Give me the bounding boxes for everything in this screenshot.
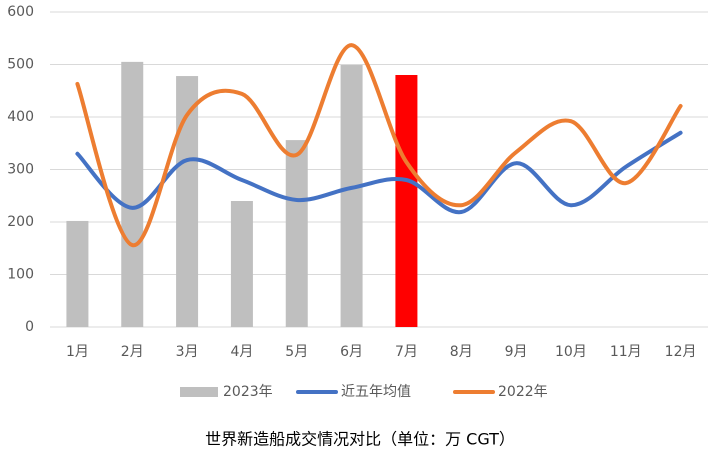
x-tick-label: 1月	[66, 344, 89, 360]
x-tick-label: 10月	[555, 344, 587, 360]
line	[75, 130, 683, 215]
x-tick-label: 8月	[450, 344, 473, 360]
x-tick-label: 2月	[121, 344, 144, 360]
bar	[66, 220, 89, 327]
chart-title: 世界新造船成交情况对比（单位：万 CGT）	[205, 430, 515, 449]
x-tick-label: 5月	[285, 344, 308, 360]
bar	[230, 201, 253, 327]
x-tick-label: 7月	[395, 344, 418, 360]
bar	[340, 65, 363, 328]
y-tick-label: 600	[7, 4, 34, 20]
y-tick-label: 300	[7, 162, 34, 178]
legend-label: 2023年	[223, 384, 273, 400]
bar	[395, 75, 418, 327]
y-tick-label: 400	[7, 109, 34, 125]
y-tick-label: 0	[25, 319, 34, 335]
y-tick-label: 100	[7, 267, 34, 283]
bar	[285, 140, 308, 327]
bar	[176, 76, 199, 327]
legend-swatch	[180, 387, 218, 397]
legend-label: 2022年	[498, 384, 548, 400]
y-tick-label: 200	[7, 214, 34, 230]
x-tick-label: 11月	[610, 344, 642, 360]
x-tick-label: 12月	[665, 344, 697, 360]
legend-label: 近五年均值	[341, 384, 411, 400]
y-tick-label: 500	[7, 57, 34, 73]
x-tick-label: 9月	[505, 344, 528, 360]
x-tick-label: 3月	[176, 344, 199, 360]
line	[75, 43, 683, 248]
x-tick-label: 6月	[340, 344, 363, 360]
x-tick-label: 4月	[230, 344, 253, 360]
bar	[121, 61, 144, 327]
